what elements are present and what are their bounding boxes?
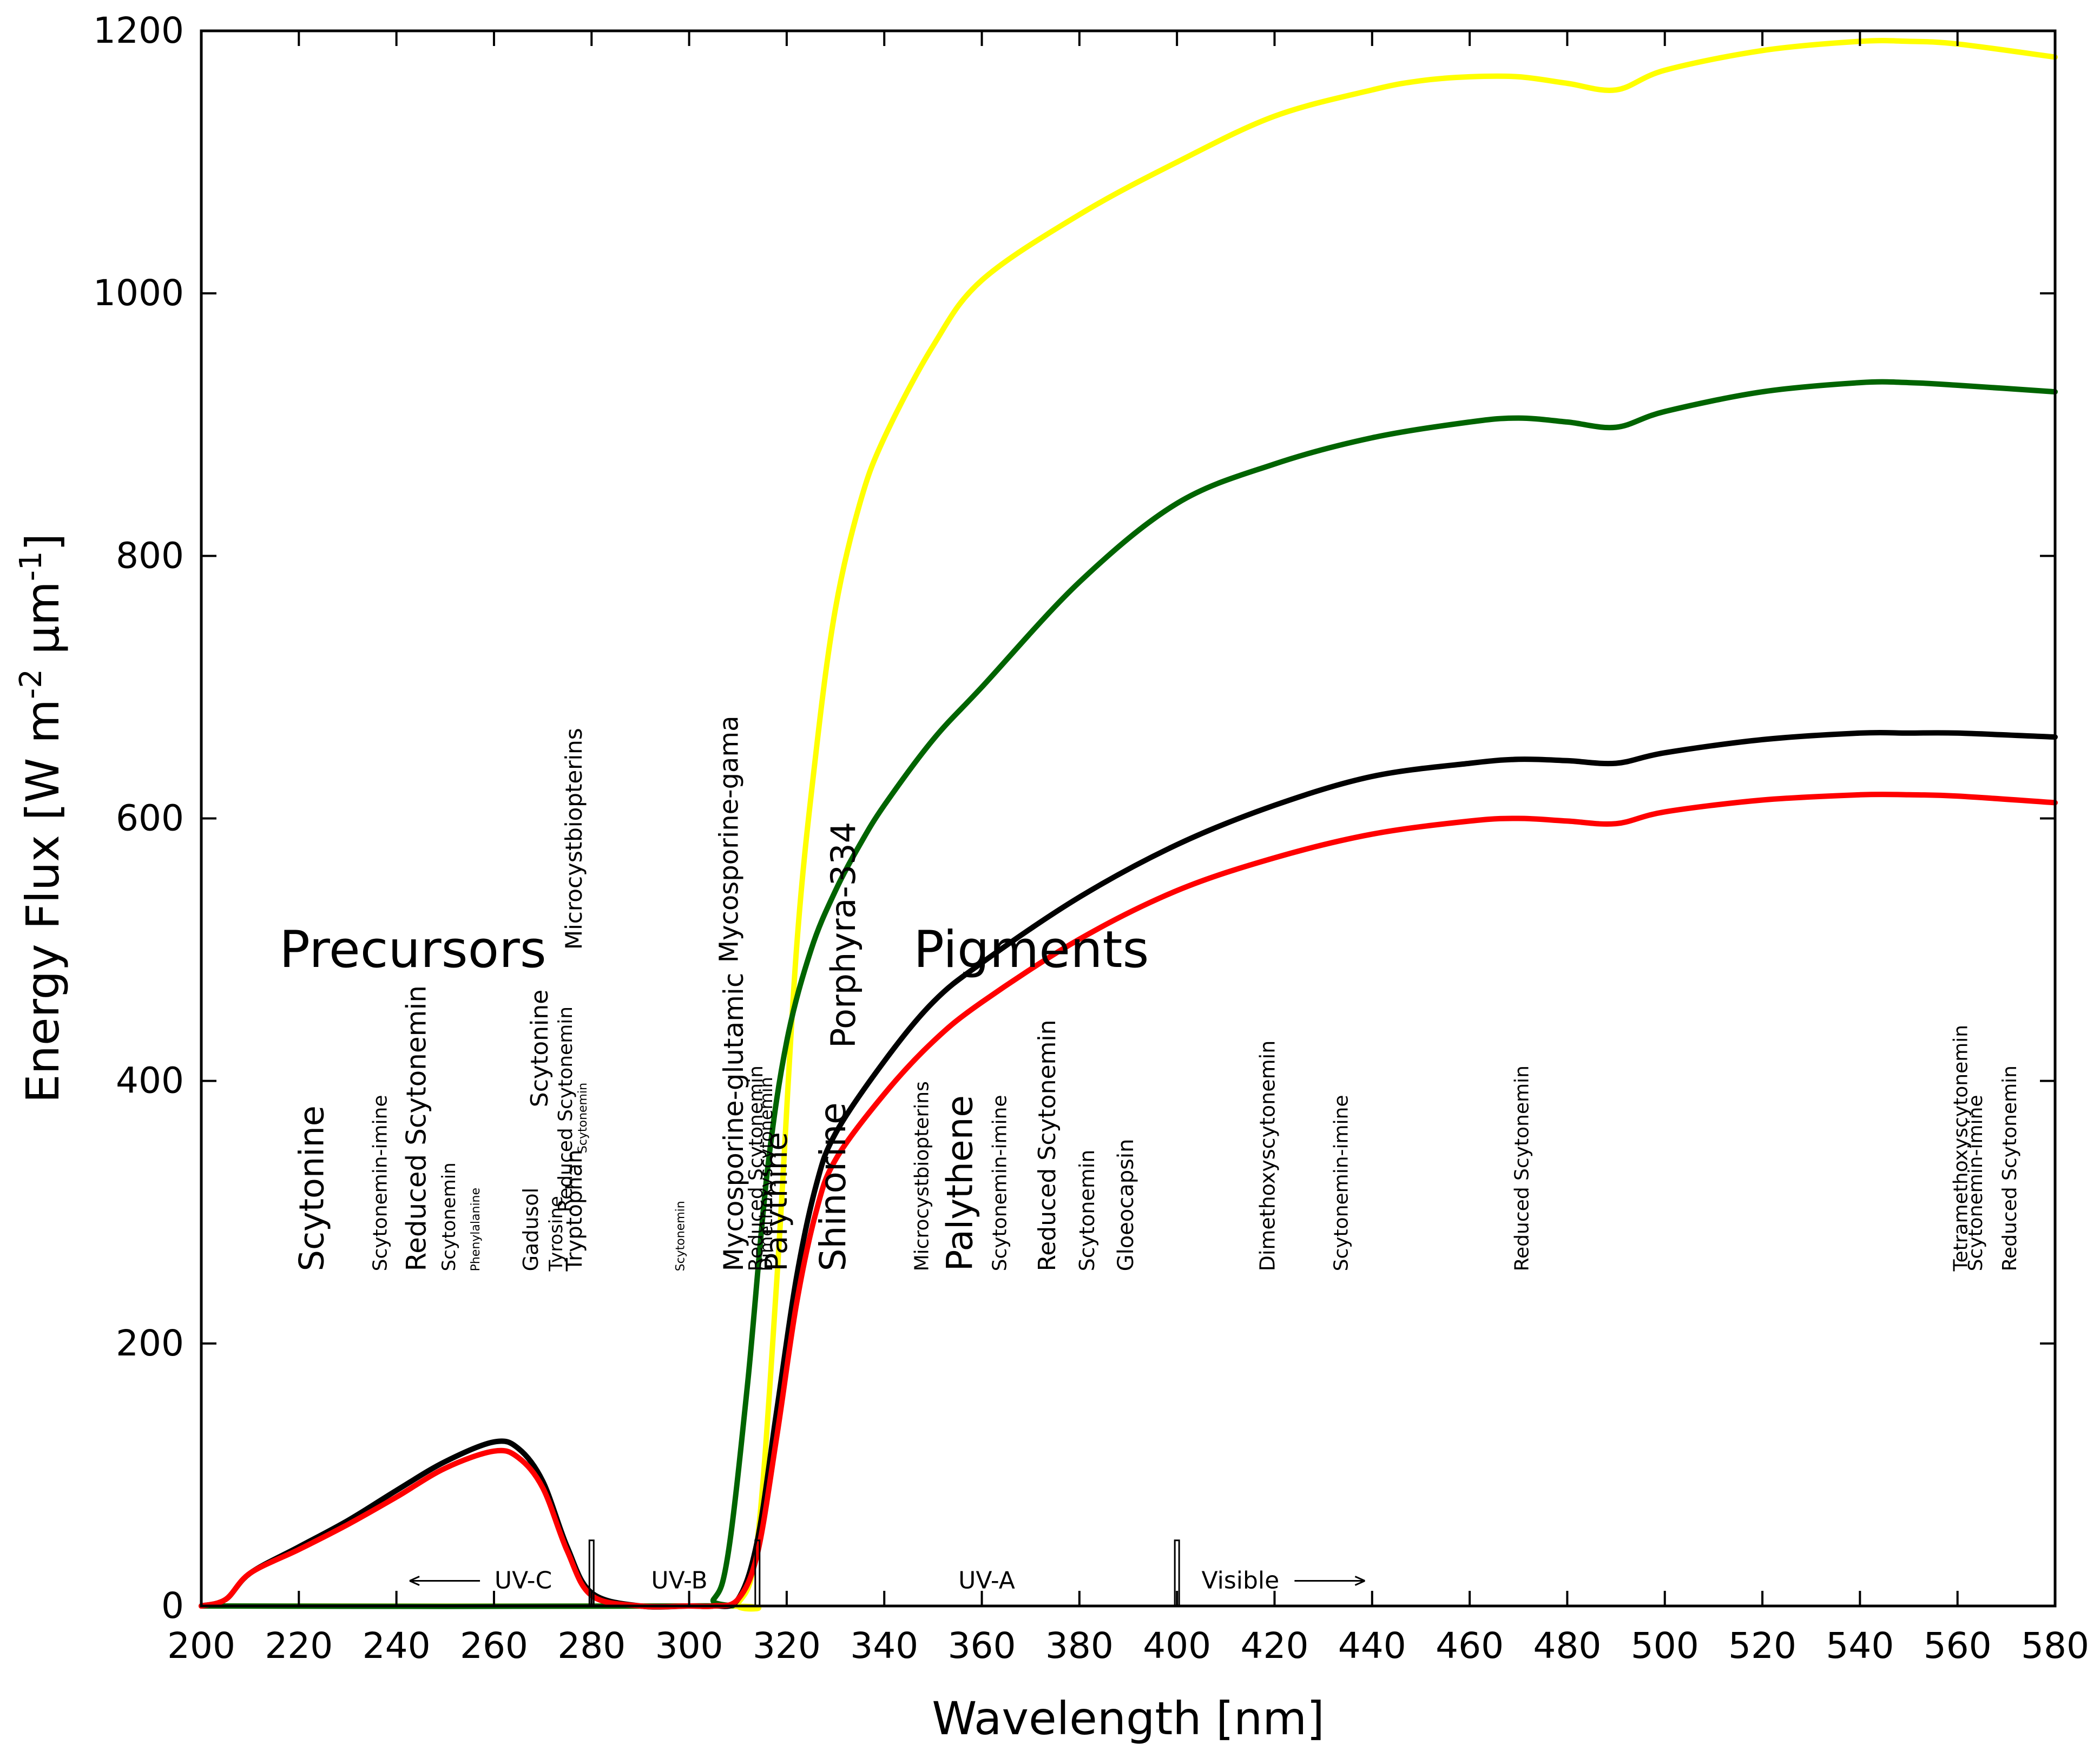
compound-annotation: Tetramethoxyscytonemin <box>1950 1025 1972 1272</box>
band-arrowhead <box>1354 1576 1365 1586</box>
compound-annotation: Reduced Scytonemin <box>401 985 432 1271</box>
x-tick-label: 340 <box>850 1625 918 1667</box>
band-label: UV-A <box>958 1566 1015 1594</box>
x-tick-label: 560 <box>1924 1625 1992 1667</box>
band-label: UV-C <box>495 1566 552 1594</box>
x-tick-label: 320 <box>753 1625 821 1667</box>
compound-annotation: Microcystbiopterins <box>561 728 587 950</box>
group-label: Pigments <box>913 920 1149 979</box>
x-tick-label: 400 <box>1143 1625 1211 1667</box>
compound-annotation: Porphyra-334 <box>824 822 863 1048</box>
compound-annotation: Palythine <box>759 1132 794 1271</box>
compound-annotation: Scytonemin <box>576 1083 590 1153</box>
x-tick-label: 440 <box>1338 1625 1406 1667</box>
y-axis-title-main: Energy Flux [W m <box>16 699 69 1103</box>
compound-annotation: Scytonemin-imine <box>989 1095 1011 1271</box>
compound-annotation: Phenylalanine <box>469 1188 483 1271</box>
y-axis-title-mid: μm <box>16 581 69 669</box>
compound-annotation: Scytonine <box>292 1105 331 1271</box>
compound-annotation: Tryptophan <box>562 1150 587 1272</box>
compound-annotation: Reduced Scytonemin <box>1511 1065 1533 1271</box>
compound-annotation: Scytonemin-imine <box>1965 1095 1987 1271</box>
annotation-layer: Scytonine Scytonemin-imine Reduced Scytone… <box>292 715 2021 1272</box>
spectral-band-layer: UV-C UV-B UV-A Visible <box>409 1566 1365 1594</box>
band-arrowhead <box>409 1576 420 1586</box>
y-axis-title-sup1: -2 <box>14 669 49 699</box>
x-tick-label: 480 <box>1533 1625 1601 1667</box>
x-tick-label: 380 <box>1045 1625 1114 1667</box>
y-tick-label: 400 <box>116 1060 184 1102</box>
group-label: Precursors <box>279 920 546 979</box>
x-tick-label: 500 <box>1631 1625 1699 1667</box>
compound-annotation: Gadusol <box>519 1188 543 1272</box>
x-tick-label: 260 <box>460 1625 528 1667</box>
x-tick-label: 420 <box>1240 1625 1308 1667</box>
compound-annotation: Scytonine <box>526 990 554 1107</box>
y-axis-title-sup2: -1 <box>14 551 49 581</box>
compound-annotation: Scytonemin-imine <box>1331 1095 1353 1271</box>
series-line-green <box>199 379 2058 1609</box>
y-tick-label: 200 <box>116 1322 184 1364</box>
compound-annotation: Reduced Scytonemin <box>1033 1019 1061 1271</box>
y-tick-label: 1000 <box>93 272 184 314</box>
compound-annotation: Mycosporine-glutamic <box>718 973 749 1272</box>
y-tick-label: 1200 <box>93 10 184 51</box>
compound-annotation: Scytonemin-imine <box>370 1095 392 1271</box>
compound-annotation: Dimethoxyscytonemin <box>756 1077 776 1271</box>
y-tick-label: 800 <box>116 535 184 576</box>
compound-annotation: Tyrosine <box>545 1196 567 1272</box>
compound-annotation: Reduced Scytonemin <box>555 1006 577 1212</box>
compound-annotation: Shinorine <box>812 1102 854 1271</box>
compound-annotation: Gloeocapsin <box>1114 1139 1138 1272</box>
compound-annotation: Reduced Scytonemin <box>745 1065 767 1271</box>
x-tick-label: 580 <box>2021 1625 2089 1667</box>
x-tick-label: 460 <box>1436 1625 1504 1667</box>
x-tick-label: 200 <box>167 1625 235 1667</box>
series-line-black <box>199 729 2058 1610</box>
x-tick-label: 360 <box>948 1625 1016 1667</box>
group-label-layer: Precursors Pigments <box>279 920 1149 979</box>
band-label: UV-B <box>651 1566 707 1594</box>
y-axis-title-end: ] <box>16 534 69 551</box>
compound-annotation: Scytonemin <box>438 1162 460 1271</box>
series-line-red <box>199 791 2058 1610</box>
compound-annotation: Scytonemin <box>1075 1150 1099 1272</box>
band-label: Visible <box>1201 1566 1279 1594</box>
y-tick-label: 0 <box>161 1585 184 1627</box>
x-tick-label: 240 <box>363 1625 431 1667</box>
x-tick-label: 280 <box>557 1625 626 1667</box>
x-axis-title: Wavelength [nm] <box>932 1692 1325 1745</box>
x-tick-label: 540 <box>1826 1625 1894 1667</box>
y-axis-title: Energy Flux [W m-2 μm-1] <box>14 534 69 1103</box>
axis-layer: 200 220 240 260 280 300 320 340 360 380 400 420 440 4… <box>93 10 2089 1667</box>
y-tick-label: 600 <box>116 798 184 839</box>
x-tick-label: 220 <box>265 1625 333 1667</box>
compound-annotation: Reduced Scytonemin <box>1999 1065 2021 1271</box>
compound-annotation: Dimethoxyscytonemin <box>1256 1041 1280 1272</box>
compound-annotation: Scytonemin <box>674 1201 688 1271</box>
compound-annotation: Palythene <box>939 1095 981 1271</box>
series-layer <box>199 37 2058 1612</box>
x-tick-label: 520 <box>1728 1625 1796 1667</box>
x-tick-label: 300 <box>655 1625 723 1667</box>
compound-annotation: Mycosporine-gama <box>714 715 745 963</box>
compound-annotation: Microcystbiopterins <box>911 1081 933 1271</box>
